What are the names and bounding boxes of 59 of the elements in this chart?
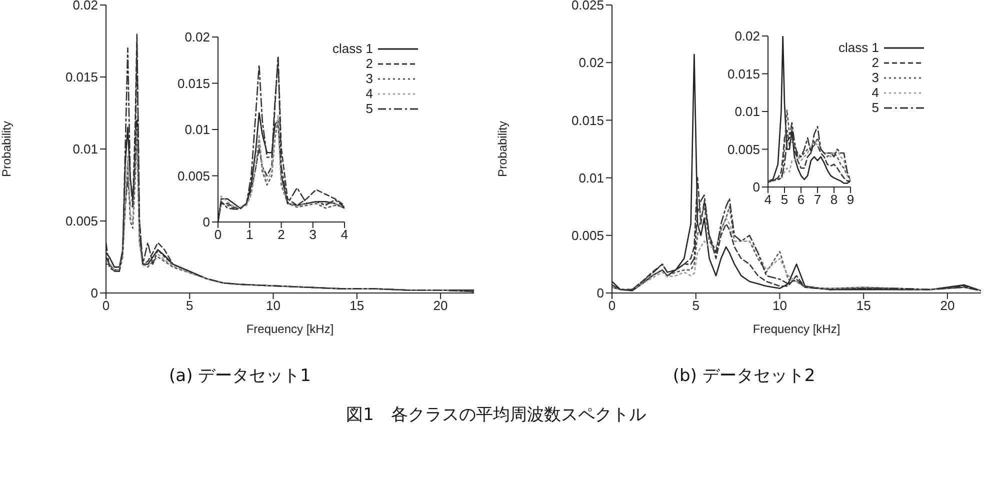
y-tick-label: 0.015 <box>571 112 604 128</box>
y-axis-title: Probability <box>0 120 14 178</box>
y-tick-label: 0.005 <box>177 168 210 184</box>
legend-label: class 1 <box>838 40 879 55</box>
x-axis-title: Frequency [kHz] <box>246 322 334 336</box>
legend-label: 4 <box>872 85 879 100</box>
legend-label: 4 <box>366 86 373 101</box>
x-tick-label: 15 <box>350 298 364 314</box>
x-tick-label: 7 <box>814 192 822 208</box>
x-tick-label: 10 <box>266 298 281 314</box>
y-tick-label: 0.015 <box>65 70 98 85</box>
y-tick-label: 0.02 <box>578 55 604 70</box>
y-tick-label: 0.005 <box>571 228 604 244</box>
x-tick-label: 3 <box>309 227 317 242</box>
legend-label: 2 <box>872 55 879 70</box>
y-tick-label: 0 <box>752 180 760 195</box>
x-tick-label: 5 <box>780 192 788 208</box>
y-tick-label: 0.025 <box>571 0 604 13</box>
x-tick-label: 0 <box>608 298 616 314</box>
x-tick-label: 4 <box>764 192 772 208</box>
x-tick-label: 4 <box>340 227 348 242</box>
y-axis-title: Probability <box>495 120 510 178</box>
x-tick-label: 5 <box>186 298 194 314</box>
x-tick-label: 1 <box>246 227 254 242</box>
text: (b) データセット2 <box>672 365 816 387</box>
legend-label: 3 <box>872 70 879 85</box>
legend-label: class 1 <box>332 41 373 56</box>
legend-label: 5 <box>366 101 373 116</box>
caption: 図1 各クラスの平均周波数スペクトル <box>345 404 647 426</box>
text: (a) データセット1 <box>168 365 312 387</box>
x-tick-label: 9 <box>846 192 854 208</box>
x-tick-label: 8 <box>830 192 838 208</box>
x-tick-label: 20 <box>940 298 955 314</box>
y-tick-label: 0.02 <box>734 28 760 44</box>
y-tick-label: 0.01 <box>184 122 210 138</box>
y-tick-label: 0.015 <box>177 76 210 91</box>
x-axis-title: Frequency [kHz] <box>752 322 840 336</box>
x-tick-label: 0 <box>214 227 222 242</box>
x-tick-label: 6 <box>797 192 805 208</box>
y-tick-label: 0 <box>202 214 210 230</box>
y-tick-label: 0.015 <box>727 66 760 82</box>
x-tick-label: 15 <box>856 298 871 314</box>
y-tick-label: 0.02 <box>184 30 210 45</box>
y-tick-label: 0.005 <box>65 214 98 229</box>
x-tick-label: 20 <box>433 298 448 314</box>
legend-label: 3 <box>366 71 373 86</box>
x-tick-label: 10 <box>772 298 787 314</box>
y-tick-label: 0 <box>596 286 604 301</box>
y-tick-label: 0.02 <box>72 0 98 13</box>
x-tick-label: 2 <box>278 227 285 242</box>
x-tick-label: 0 <box>102 298 110 314</box>
y-tick-label: 0.005 <box>727 142 760 157</box>
legend-label: 2 <box>366 56 373 71</box>
y-tick-label: 0.01 <box>72 142 98 157</box>
y-tick-label: 0 <box>90 286 98 301</box>
y-tick-label: 0.01 <box>734 104 760 120</box>
legend-label: 5 <box>872 100 879 115</box>
y-tick-label: 0.01 <box>578 170 604 186</box>
x-tick-label: 5 <box>692 298 700 314</box>
